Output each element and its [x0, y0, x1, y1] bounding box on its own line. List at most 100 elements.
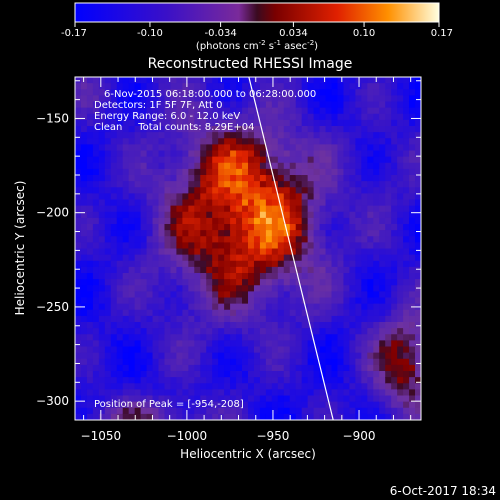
heatmap-cell	[295, 315, 303, 323]
heatmap-cell	[212, 315, 219, 323]
heatmap-cell	[194, 242, 201, 250]
heatmap-cell	[236, 193, 243, 201]
heatmap-cell	[152, 389, 160, 397]
heatmap-cell	[224, 273, 231, 280]
heatmap-cell	[397, 413, 404, 420]
heatmap-cell	[367, 413, 374, 420]
heatmap-cell	[295, 309, 303, 317]
heatmap-cell	[92, 211, 100, 219]
heatmap-cell	[319, 340, 327, 348]
heatmap-cell	[319, 377, 327, 384]
heatmap-cell	[116, 352, 124, 360]
heatmap-cell	[92, 260, 100, 268]
heatmap-cell	[301, 346, 309, 354]
heatmap-cell	[331, 224, 339, 231]
heatmap-cell	[415, 340, 421, 348]
heatmap-cell	[152, 224, 160, 231]
heatmap-cell	[253, 199, 261, 207]
heatmap-cell	[236, 138, 243, 145]
heatmap-cell	[253, 254, 261, 262]
heatmap-cell	[409, 101, 416, 109]
heatmap-cell	[259, 340, 267, 348]
heatmap-cell	[170, 77, 178, 84]
heatmap-cell	[409, 89, 416, 96]
heatmap-cell	[176, 126, 183, 133]
heatmap-cell	[230, 113, 237, 121]
heatmap-cell	[409, 144, 416, 152]
heatmap-cell	[200, 346, 207, 354]
heatmap-cell	[206, 377, 213, 384]
heatmap-cell	[289, 346, 297, 354]
heatmap-cell	[104, 303, 112, 311]
heatmap-cell	[92, 407, 100, 415]
heatmap-cell	[415, 113, 421, 121]
heatmap-cell	[218, 199, 225, 207]
heatmap-cell	[415, 389, 421, 397]
heatmap-cell	[379, 358, 386, 366]
heatmap-cell	[194, 352, 201, 360]
heatmap-cell	[104, 309, 112, 317]
heatmap-cell	[170, 138, 178, 145]
heatmap-cell	[122, 101, 130, 109]
heatmap-cell	[212, 83, 219, 90]
heatmap-cell	[248, 205, 255, 213]
heatmap-cell	[86, 383, 94, 390]
heatmap-cell	[158, 168, 166, 176]
heatmap-cell	[122, 291, 130, 299]
heatmap-cell	[80, 383, 88, 390]
heatmap-cell	[140, 413, 148, 420]
heatmap-cell	[271, 144, 279, 152]
heatmap-cell	[182, 340, 189, 348]
heatmap-cell	[182, 352, 189, 360]
heatmap-cell	[397, 132, 404, 139]
heatmap-cell	[182, 132, 189, 139]
heatmap-cell	[403, 309, 410, 317]
heatmap-cell	[301, 107, 309, 115]
heatmap-cell	[337, 193, 345, 201]
heatmap-cell	[319, 150, 327, 158]
heatmap-cell	[415, 297, 421, 305]
heatmap-cell	[194, 303, 201, 311]
heatmap-cell	[307, 358, 315, 366]
heatmap-cell	[242, 138, 249, 145]
heatmap-cell	[176, 407, 183, 415]
heatmap-cell	[206, 352, 213, 360]
heatmap-cell	[236, 126, 243, 133]
heatmap-cell	[188, 144, 195, 152]
heatmap-cell	[218, 303, 225, 311]
heatmap-cell	[349, 175, 356, 182]
heatmap-cell	[313, 205, 321, 213]
heatmap-cell	[122, 187, 130, 194]
heatmap-cell	[206, 266, 213, 274]
heatmap-cell	[313, 175, 321, 182]
heatmap-cell	[289, 101, 297, 109]
heatmap-cell	[75, 340, 82, 348]
heatmap-cell	[319, 144, 327, 152]
heatmap-cell	[134, 175, 142, 182]
heatmap-cell	[122, 340, 130, 348]
heatmap-cell	[236, 77, 243, 84]
heatmap-cell	[283, 266, 291, 274]
heatmap-cell	[158, 377, 166, 384]
heatmap-cell	[194, 248, 201, 256]
heatmap-cell	[104, 168, 112, 176]
heatmap-cell	[98, 285, 106, 292]
heatmap-cell	[188, 358, 195, 366]
heatmap-cell	[373, 364, 380, 372]
heatmap-cell	[218, 126, 225, 133]
heatmap-cell	[301, 273, 309, 280]
heatmap-cell	[146, 162, 154, 170]
heatmap-cell	[242, 205, 249, 213]
heatmap-cell	[98, 315, 106, 323]
heatmap-cell	[271, 309, 279, 317]
heatmap-cell	[200, 168, 207, 176]
heatmap-cell	[212, 383, 219, 390]
heatmap-cell	[158, 401, 166, 409]
heatmap-cell	[230, 236, 237, 243]
heatmap-cell	[110, 101, 118, 109]
heatmap-cell	[379, 181, 386, 188]
heatmap-cell	[337, 279, 345, 286]
heatmap-cell	[301, 242, 309, 250]
heatmap-cell	[110, 107, 118, 115]
heatmap-cell	[349, 279, 356, 286]
